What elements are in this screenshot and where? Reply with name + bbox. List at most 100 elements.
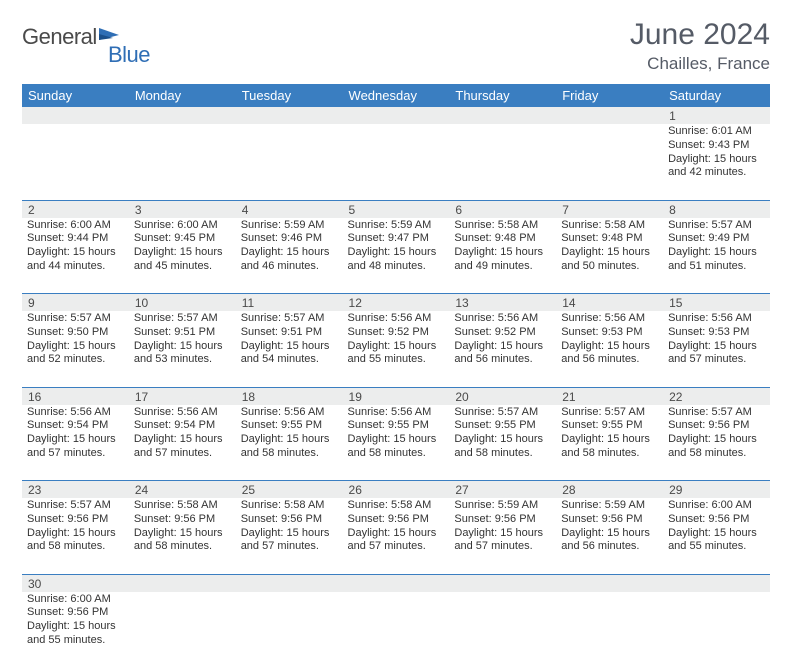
sunset-value: 9:56 PM xyxy=(708,419,749,431)
sunset-label: Sunset: xyxy=(241,232,281,244)
sunrise-line: Sunrise: 6:01 AM xyxy=(668,125,765,139)
title-block: June 2024 Chailles, France xyxy=(630,18,770,74)
sunrise-line: Sunrise: 5:56 AM xyxy=(134,406,231,420)
day-number: 23 xyxy=(28,483,41,497)
day-number-cell: 22 xyxy=(663,387,770,405)
day-number: 27 xyxy=(455,483,468,497)
sunset-label: Sunset: xyxy=(241,419,281,431)
week-row: Sunrise: 5:57 AMSunset: 9:50 PMDaylight:… xyxy=(22,311,770,387)
sunset-label: Sunset: xyxy=(348,232,388,244)
sunset-label: Sunset: xyxy=(454,513,494,525)
daylight-label: Daylight: xyxy=(27,620,73,632)
sunrise-label: Sunrise: xyxy=(241,406,284,418)
day-number: 22 xyxy=(669,390,682,404)
sunset-line: Sunset: 9:44 PM xyxy=(27,232,124,246)
daylight-line: Daylight: 15 hours and 57 minutes. xyxy=(27,433,124,461)
day-details: Sunrise: 5:57 AMSunset: 9:55 PMDaylight:… xyxy=(449,405,556,464)
sunset-value: 9:56 PM xyxy=(67,513,108,525)
daylight-label: Daylight: xyxy=(454,433,500,445)
sunset-label: Sunset: xyxy=(134,419,174,431)
daylight-line: Daylight: 15 hours and 57 minutes. xyxy=(241,527,338,555)
sunset-value: 9:49 PM xyxy=(708,232,749,244)
daylight-label: Daylight: xyxy=(668,340,714,352)
sunset-value: 9:50 PM xyxy=(67,326,108,338)
sunset-label: Sunset: xyxy=(348,513,388,525)
day-number: 17 xyxy=(135,390,148,404)
sunset-line: Sunset: 9:55 PM xyxy=(454,419,551,433)
day-cell: Sunrise: 5:57 AMSunset: 9:55 PMDaylight:… xyxy=(556,405,663,481)
daylight-line: Daylight: 15 hours and 58 minutes. xyxy=(241,433,338,461)
sunrise-label: Sunrise: xyxy=(27,406,70,418)
daylight-line: Daylight: 15 hours and 44 minutes. xyxy=(27,246,124,274)
sunset-value: 9:55 PM xyxy=(281,419,322,431)
sunset-line: Sunset: 9:55 PM xyxy=(241,419,338,433)
day-details: Sunrise: 6:00 AMSunset: 9:44 PMDaylight:… xyxy=(22,218,129,277)
logo-text-blue-wrap: Blue xyxy=(108,42,150,68)
day-cell: Sunrise: 5:56 AMSunset: 9:55 PMDaylight:… xyxy=(343,405,450,481)
day-number-cell: 24 xyxy=(129,481,236,499)
day-number-cell: 11 xyxy=(236,294,343,312)
daylight-label: Daylight: xyxy=(134,340,180,352)
day-number: 21 xyxy=(562,390,575,404)
daynum-row: 30 xyxy=(22,574,770,592)
daylight-label: Daylight: xyxy=(241,246,287,258)
day-number-cell: 30 xyxy=(22,574,129,592)
daylight-line: Daylight: 15 hours and 58 minutes. xyxy=(134,527,231,555)
sunset-line: Sunset: 9:52 PM xyxy=(348,326,445,340)
day-number-cell xyxy=(236,107,343,124)
sunrise-label: Sunrise: xyxy=(241,219,284,231)
day-number: 2 xyxy=(28,203,35,217)
day-details: Sunrise: 5:56 AMSunset: 9:55 PMDaylight:… xyxy=(343,405,450,464)
sunset-value: 9:51 PM xyxy=(174,326,215,338)
sunset-line: Sunset: 9:53 PM xyxy=(561,326,658,340)
sunset-value: 9:43 PM xyxy=(708,139,749,151)
daylight-line: Daylight: 15 hours and 55 minutes. xyxy=(27,620,124,648)
day-number-cell: 1 xyxy=(663,107,770,124)
day-number-cell: 26 xyxy=(343,481,450,499)
day-number-cell xyxy=(129,574,236,592)
daylight-line: Daylight: 15 hours and 56 minutes. xyxy=(454,340,551,368)
day-cell: Sunrise: 5:58 AMSunset: 9:56 PMDaylight:… xyxy=(236,498,343,574)
sunset-value: 9:56 PM xyxy=(67,606,108,618)
sunset-line: Sunset: 9:47 PM xyxy=(348,232,445,246)
sunrise-value: 5:56 AM xyxy=(711,312,751,324)
day-number-cell xyxy=(129,107,236,124)
day-number-cell: 28 xyxy=(556,481,663,499)
day-number: 16 xyxy=(28,390,41,404)
daylight-line: Daylight: 15 hours and 56 minutes. xyxy=(561,340,658,368)
day-details: Sunrise: 6:01 AMSunset: 9:43 PMDaylight:… xyxy=(663,124,770,183)
day-number: 7 xyxy=(562,203,569,217)
day-details: Sunrise: 5:58 AMSunset: 9:56 PMDaylight:… xyxy=(236,498,343,557)
day-details: Sunrise: 6:00 AMSunset: 9:56 PMDaylight:… xyxy=(663,498,770,557)
sunset-line: Sunset: 9:56 PM xyxy=(27,606,124,620)
sunset-value: 9:52 PM xyxy=(388,326,429,338)
sunrise-value: 5:58 AM xyxy=(391,499,431,511)
day-details: Sunrise: 5:57 AMSunset: 9:50 PMDaylight:… xyxy=(22,311,129,370)
sunset-line: Sunset: 9:54 PM xyxy=(27,419,124,433)
sunrise-line: Sunrise: 5:58 AM xyxy=(454,219,551,233)
day-cell: Sunrise: 5:58 AMSunset: 9:56 PMDaylight:… xyxy=(343,498,450,574)
day-number: 20 xyxy=(455,390,468,404)
day-cell xyxy=(449,124,556,200)
sunset-value: 9:56 PM xyxy=(708,513,749,525)
daylight-label: Daylight: xyxy=(348,527,394,539)
sunrise-label: Sunrise: xyxy=(348,312,391,324)
daylight-line: Daylight: 15 hours and 58 minutes. xyxy=(454,433,551,461)
day-cell: Sunrise: 5:56 AMSunset: 9:53 PMDaylight:… xyxy=(663,311,770,387)
daylight-line: Daylight: 15 hours and 58 minutes. xyxy=(561,433,658,461)
sunrise-label: Sunrise: xyxy=(668,406,711,418)
sunset-label: Sunset: xyxy=(668,232,708,244)
day-cell: Sunrise: 5:59 AMSunset: 9:47 PMDaylight:… xyxy=(343,218,450,294)
sunrise-label: Sunrise: xyxy=(668,499,711,511)
day-number-cell: 6 xyxy=(449,200,556,218)
day-number-cell xyxy=(663,574,770,592)
day-cell xyxy=(343,124,450,200)
daylight-label: Daylight: xyxy=(241,527,287,539)
daylight-line: Daylight: 15 hours and 55 minutes. xyxy=(348,340,445,368)
day-cell xyxy=(129,592,236,668)
daylight-line: Daylight: 15 hours and 42 minutes. xyxy=(668,153,765,181)
daylight-label: Daylight: xyxy=(241,340,287,352)
sunset-label: Sunset: xyxy=(134,326,174,338)
daylight-label: Daylight: xyxy=(561,527,607,539)
sunset-line: Sunset: 9:52 PM xyxy=(454,326,551,340)
